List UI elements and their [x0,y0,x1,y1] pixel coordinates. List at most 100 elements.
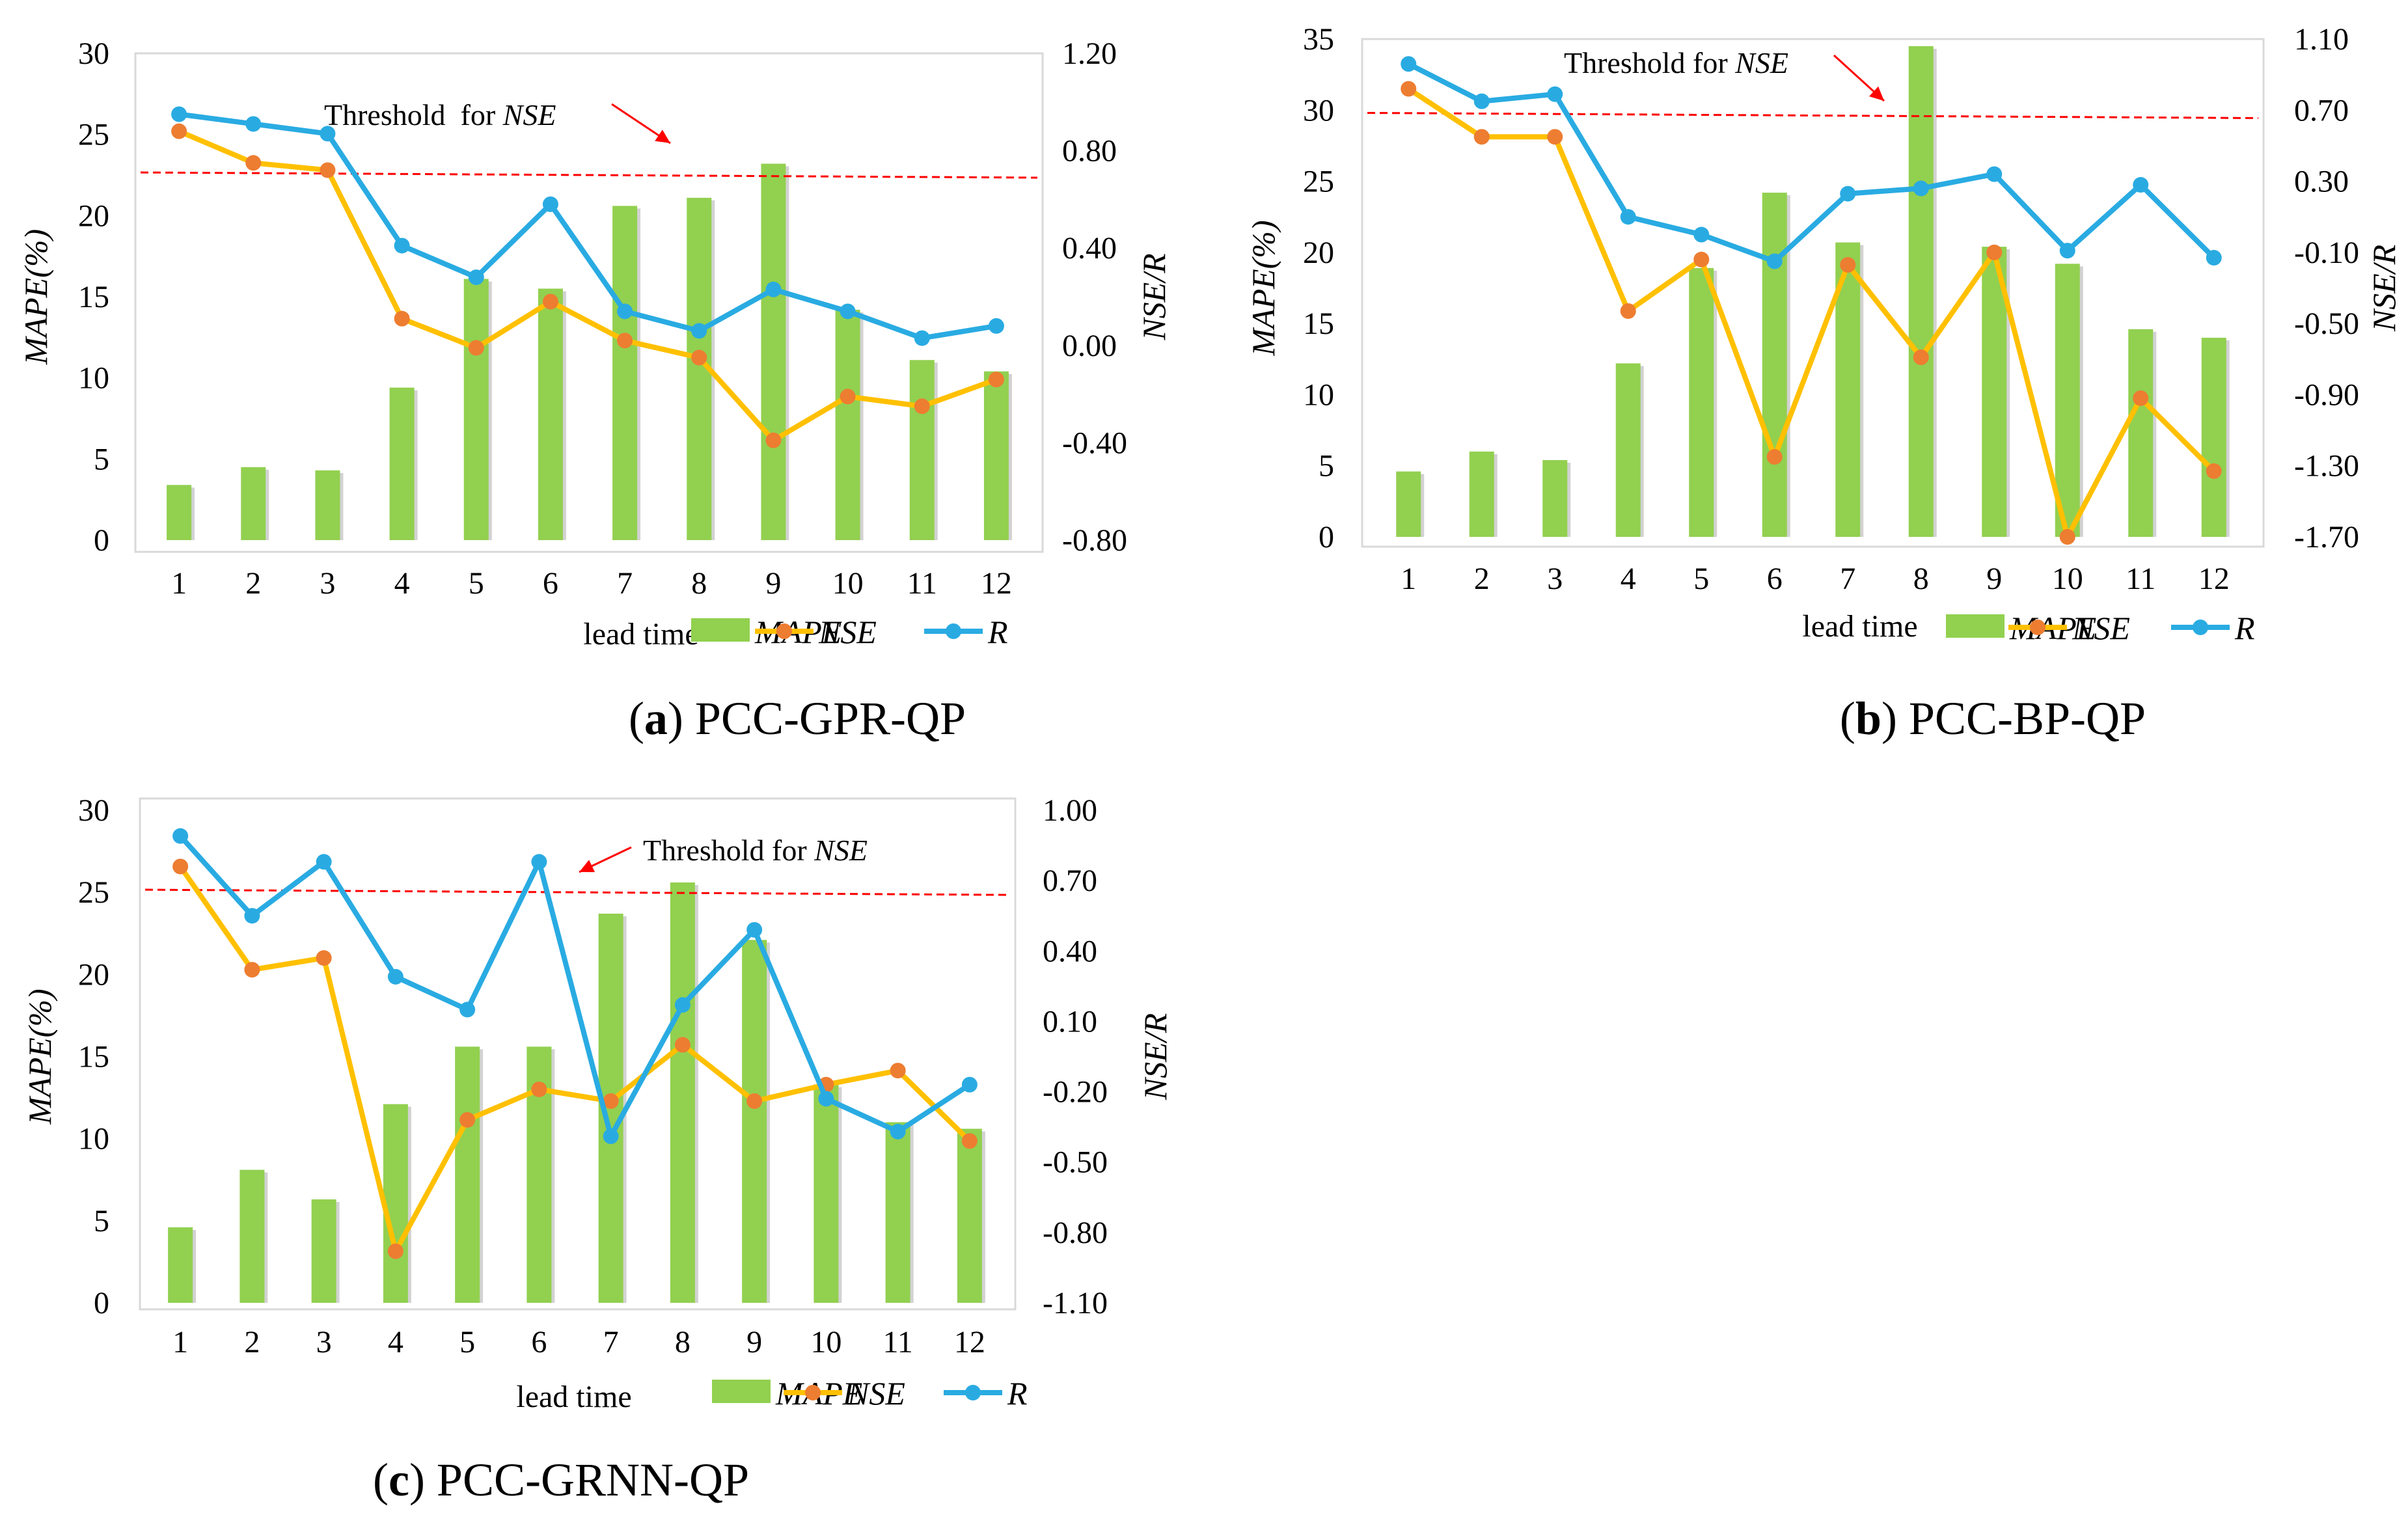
y-left-tick-label: 25 [78,118,109,152]
y-right-axis-title: NSE/R [1136,253,1172,340]
mape-bar [1396,471,1421,537]
x-tick-label: 12 [954,1325,985,1359]
nse-point [674,1037,691,1053]
legend-nse-marker [2030,620,2045,635]
threshold-annotation-italic: NSE [502,98,556,131]
y-left-tick-label: 10 [1303,377,1334,412]
nse-point [961,1133,978,1149]
y-left-tick-label: 5 [94,442,109,476]
nse-point [244,962,260,978]
r-point [394,238,410,254]
y-left-tick-label: 15 [1303,307,1334,341]
r-point [1547,86,1563,102]
nse-point [840,389,856,405]
r-point [603,1128,619,1145]
nse-point [1401,81,1417,97]
mape-bar [983,371,1009,540]
nse-threshold-line [144,888,1011,896]
x-tick-label: 8 [691,566,707,601]
y-left-tick-label: 20 [78,957,109,992]
mape-bar [1689,267,1714,537]
legend-mape-swatch [1946,614,2004,638]
x-tick-label: 5 [469,566,484,601]
threshold-arrowhead [579,860,595,873]
r-point [1766,253,1783,269]
x-tick-label: 9 [1986,562,2002,596]
nse-point [746,1093,763,1109]
x-tick-label: 12 [2198,562,2230,596]
nse-point [603,1093,619,1109]
nse-threshold-line [140,171,1038,179]
nse-point [1766,449,1783,465]
r-point [531,854,547,870]
r-point [172,828,189,844]
y-left-axis-title: MAPE(%) [18,229,54,365]
y-right-tick-label: 1.00 [1043,793,1097,828]
r-point [2133,177,2149,193]
legend-r-label: R [1007,1375,1028,1412]
threshold-annotation: Threshold for NSE [1564,46,1788,79]
y-right-tick-label: 0.70 [2294,93,2349,128]
x-tick-label: 11 [2126,562,2155,596]
nse-point [394,310,410,327]
chart-panel-a: 051015202530-0.80-0.400.000.400.801.20MA… [18,36,1172,744]
y-left-tick-label: 30 [78,793,109,828]
y-right-tick-label: 0.40 [1062,231,1117,266]
y-left-tick-label: 10 [78,361,109,396]
panel-caption-tag: c [389,1454,409,1506]
nse-line [178,865,972,1254]
r-point [1401,56,1417,72]
y-left-tick-label: 20 [1303,236,1334,270]
chart-panel-b: 05101520253035-1.70-1.30-0.90-0.50-0.100… [1245,22,2402,744]
y-right-axis-title: NSE/R [2366,245,2402,332]
r-point [1986,166,2003,182]
threshold-annotation-italic: NSE [1734,46,1788,79]
y-left-axis-title: MAPE(%) [21,989,58,1125]
panel-caption: (c) PCC-GRNN-QP [373,1454,749,1506]
r-point [890,1123,906,1139]
mape-bar [168,1227,193,1303]
r-point [316,854,332,870]
x-tick-label: 10 [2052,562,2083,596]
mape-bar [957,1128,982,1303]
nse-point [542,293,558,310]
y-right-tick-label: 0.30 [2294,165,2349,199]
x-tick-label: 1 [171,566,187,601]
y-left-tick-label: 15 [78,1040,109,1074]
plot-frame [139,797,1017,1311]
y-right-tick-label: 0.70 [1043,864,1097,898]
mape-bar [167,485,192,540]
nse-point [1840,256,1856,273]
x-tick-label: 1 [172,1325,188,1359]
r-point [468,269,484,286]
r-point [1693,226,1710,243]
y-left-tick-label: 5 [94,1204,109,1238]
y-left-tick-label: 0 [94,523,109,558]
r-point [818,1091,834,1107]
mape-bar [2055,264,2080,537]
legend-r-label: R [2234,610,2255,646]
y-right-tick-label: -0.50 [2294,307,2359,341]
y-right-tick-label: -1.30 [2294,449,2359,484]
legend-nse-label: NSE [818,614,877,650]
x-tick-label: 11 [907,566,937,601]
x-tick-label: 9 [746,1325,762,1359]
x-tick-label: 4 [394,566,410,601]
nse-point [1473,129,1490,145]
mape-bar [241,467,266,540]
legend-nse-label: NSE [2072,610,2130,646]
panel-caption-tag: b [1855,692,1881,744]
y-right-tick-label: 0.00 [1062,329,1117,363]
x-tick-label: 10 [810,1325,841,1359]
mape-bar [742,940,767,1303]
legend-r-marker [946,623,961,639]
r-point [674,997,691,1013]
y-left-tick-label: 20 [78,198,109,233]
threshold-annotation-italic: NSE [814,834,868,867]
y-right-tick-label: -0.80 [1062,523,1127,558]
mape-bar [612,206,638,541]
y-right-tick-label: 1.10 [2294,22,2349,57]
mape-bar [670,882,695,1303]
nse-point [171,123,187,139]
nse-point [890,1063,906,1079]
